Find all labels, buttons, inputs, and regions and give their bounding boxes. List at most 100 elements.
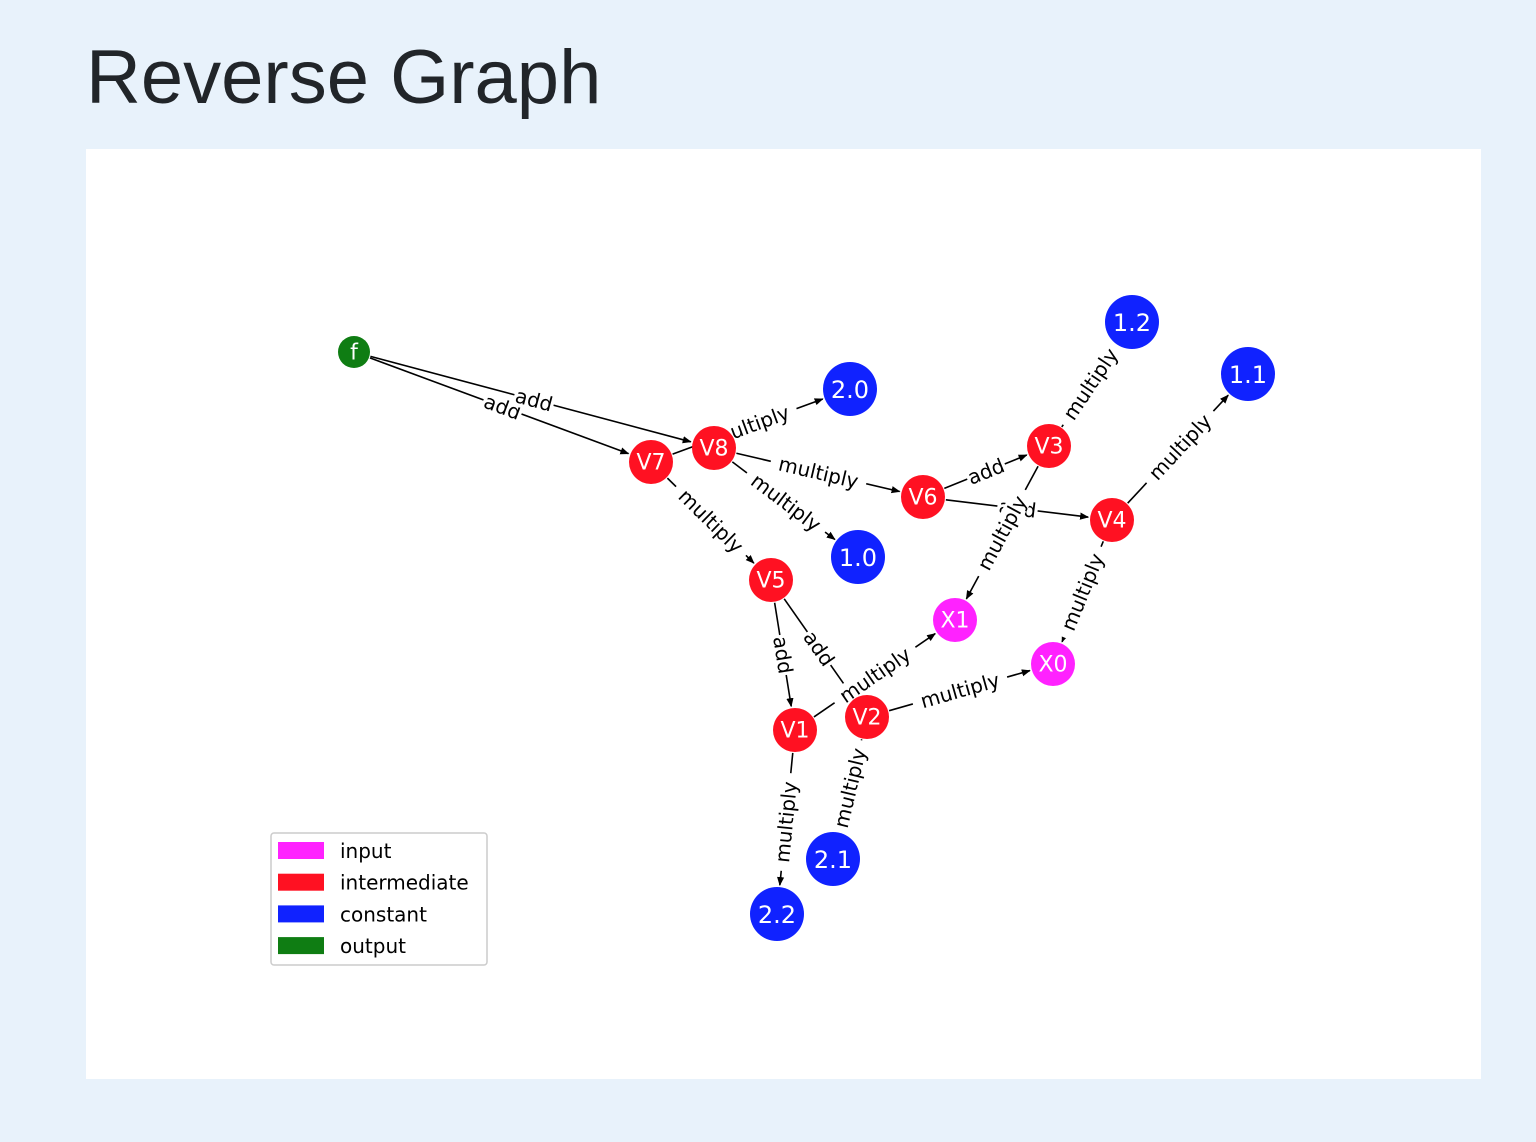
edge-label-background	[668, 478, 754, 564]
legend-item-input: input	[278, 839, 392, 863]
node-circle	[629, 440, 673, 484]
legend-frame	[270, 832, 488, 966]
node-circle	[338, 336, 370, 368]
node-V7: V7	[629, 440, 673, 484]
node-label: 2.1	[814, 846, 852, 874]
legend-label: intermediate	[340, 871, 469, 895]
edge-label-background	[479, 389, 526, 425]
legend-swatch	[278, 937, 324, 955]
node-circle	[692, 426, 736, 470]
edge-label: multiply	[674, 484, 749, 558]
node-c12: 1.2	[1105, 295, 1159, 349]
node-label: V5	[756, 569, 785, 594]
edge-label-background	[969, 484, 1035, 582]
node-circle	[1221, 347, 1275, 401]
node-circle	[750, 887, 804, 941]
legend-item-constant: constant	[278, 902, 427, 926]
edge-label-group: multiply	[668, 478, 754, 564]
node-label: V7	[636, 451, 665, 476]
page-title: Reverse Graph	[86, 35, 602, 120]
node-circle	[773, 708, 817, 752]
edge-V7-V5: multiply	[666, 477, 755, 564]
edge-V6-V3: add	[944, 453, 1028, 490]
edge-label: multiply	[1056, 550, 1109, 634]
edge-label: multiply	[770, 780, 802, 863]
node-label: X1	[940, 609, 969, 634]
legend-label: constant	[340, 902, 427, 926]
edge-label-group: add	[768, 633, 798, 677]
node-X0: X0	[1031, 642, 1075, 686]
legend-swatch	[278, 905, 324, 923]
edge-label: multiply	[1058, 343, 1123, 424]
edge-label: multiply	[918, 668, 1003, 713]
edge-label-background	[1138, 403, 1222, 491]
node-label: 1.1	[1229, 361, 1267, 389]
edge-label-group: add	[963, 453, 1009, 490]
node-V8: V8	[692, 426, 736, 470]
node-c10: 1.0	[831, 530, 885, 584]
edge-V2-X0: multiply	[888, 666, 1031, 715]
edge-label-background	[963, 453, 1009, 490]
edge-label: add	[768, 635, 798, 676]
edge-label-group: multiply	[1053, 542, 1112, 642]
node-V6: V6	[901, 475, 945, 519]
edge-label: multiply	[776, 452, 861, 494]
node-V1: V1	[773, 708, 817, 752]
legend-label: input	[340, 839, 392, 863]
node-c21: 2.1	[806, 832, 860, 886]
edge-label-group: multiply	[827, 737, 873, 839]
node-label: 2.2	[758, 901, 796, 929]
legend-label: output	[340, 934, 406, 958]
edge-V1-c22: multiply	[770, 752, 802, 887]
edge-label-group: add	[798, 625, 840, 672]
edge-label-background	[1054, 337, 1127, 431]
edge-label: add	[798, 626, 839, 671]
node-label: 1.2	[1113, 309, 1151, 337]
edge-label-group: multiply	[1138, 403, 1222, 491]
edge-label-background	[909, 666, 1011, 715]
node-V5: V5	[749, 558, 793, 602]
edge-label-group: multiply	[909, 666, 1011, 715]
node-circle	[1105, 295, 1159, 349]
node-label: f	[350, 341, 359, 366]
edge-label-background	[1053, 542, 1112, 642]
edge-V2-c21: multiply	[827, 737, 873, 839]
node-label: V3	[1034, 435, 1063, 460]
node-label: X0	[1038, 653, 1067, 678]
edge-label-background	[768, 633, 798, 677]
node-circle	[831, 530, 885, 584]
edge-label: multiply	[1144, 409, 1217, 485]
edge-V3-c12: multiply	[1054, 337, 1127, 431]
node-f: f	[338, 336, 370, 368]
node-circle	[933, 598, 977, 642]
node-circle	[1090, 498, 1134, 542]
edge-V5-V1: add	[768, 602, 798, 708]
edge-label-background	[798, 625, 840, 672]
edge-f-V8: add	[370, 355, 692, 444]
edge-V4-X0: multiply	[1053, 540, 1112, 643]
edge-f-V7: add	[369, 357, 630, 455]
edge-label-background	[827, 737, 873, 839]
legend-item-intermediate: intermediate	[278, 871, 469, 895]
legend-item-output: output	[278, 934, 406, 958]
edge-label: multiply	[829, 746, 871, 831]
legend: input intermediate constant output	[270, 832, 488, 966]
node-V4: V4	[1090, 498, 1134, 542]
edge-label-background	[828, 638, 922, 712]
edge-label-background	[740, 464, 832, 541]
node-V2: V2	[845, 695, 889, 739]
legend-swatch	[278, 842, 324, 859]
node-label: V6	[908, 486, 937, 511]
node-V3: V3	[1027, 424, 1071, 468]
node-c22: 2.2	[750, 887, 804, 941]
edge-label-group: multiply	[770, 772, 802, 872]
node-circle	[823, 362, 877, 416]
nodes-layer: f V7 V8 V6 V3 V4 V5 V1 V2 X1 X0 2.0 1.0 1.2 1.1 2.1 2.2	[338, 295, 1275, 941]
node-label: 1.0	[839, 544, 877, 572]
edge-label-background	[511, 384, 557, 416]
edge-V4-c11: multiply	[1127, 394, 1229, 504]
node-label: 2.0	[831, 376, 869, 404]
node-c20: 2.0	[823, 362, 877, 416]
node-circle	[806, 832, 860, 886]
